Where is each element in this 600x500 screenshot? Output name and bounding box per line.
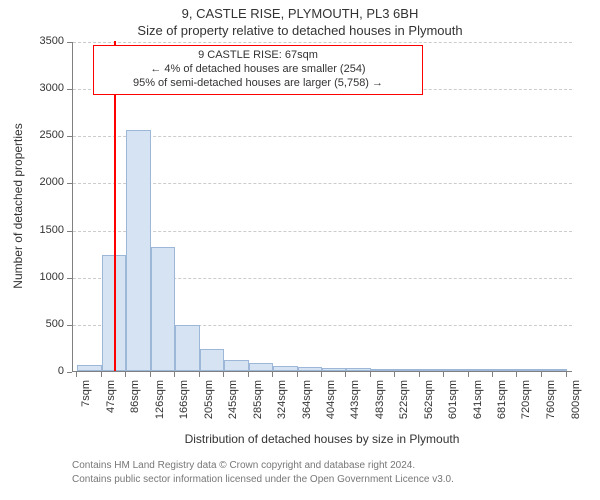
y-tick-mark [67, 89, 72, 90]
y-tick-label: 2000 [24, 176, 64, 188]
histogram-bar [517, 369, 542, 371]
y-tick-label: 3000 [24, 82, 64, 94]
y-tick-label: 0 [24, 365, 64, 377]
x-tick-label: 562sqm [423, 380, 435, 435]
plot-area: 9 CASTLE RISE: 67sqm← 4% of detached hou… [72, 42, 572, 372]
y-tick-mark [67, 278, 72, 279]
x-tick-mark [516, 372, 517, 377]
x-tick-mark [566, 372, 567, 377]
x-tick-mark [370, 372, 371, 377]
x-tick-label: 601sqm [447, 380, 459, 435]
x-tick-label: 285sqm [252, 380, 264, 435]
x-tick-label: 681sqm [496, 380, 508, 435]
x-tick-label: 86sqm [129, 380, 141, 435]
gridline [73, 42, 572, 43]
x-tick-label: 126sqm [154, 380, 166, 435]
x-tick-label: 364sqm [301, 380, 313, 435]
x-tick-mark [443, 372, 444, 377]
x-tick-mark [297, 372, 298, 377]
x-tick-mark [174, 372, 175, 377]
histogram-bar [493, 369, 517, 371]
x-tick-mark [345, 372, 346, 377]
histogram-bar [273, 366, 298, 371]
x-tick-label: 205sqm [203, 380, 215, 435]
y-tick-mark [67, 183, 72, 184]
histogram-bar [371, 369, 395, 371]
x-tick-label: 641sqm [472, 380, 484, 435]
footer-line-1: Contains HM Land Registry data © Crown c… [72, 460, 415, 471]
histogram-bar [469, 369, 494, 371]
info-box-line: 9 CASTLE RISE: 67sqm [100, 49, 416, 63]
x-tick-mark [223, 372, 224, 377]
histogram-bar [77, 365, 102, 371]
histogram-bar [151, 247, 176, 371]
x-tick-mark [248, 372, 249, 377]
x-tick-mark [394, 372, 395, 377]
x-tick-label: 166sqm [178, 380, 190, 435]
histogram-bar [126, 130, 151, 371]
histogram-bar [175, 325, 199, 371]
x-tick-label: 522sqm [398, 380, 410, 435]
y-tick-label: 500 [24, 318, 64, 330]
x-tick-mark [321, 372, 322, 377]
histogram-bar [346, 368, 371, 371]
histogram-bar [542, 369, 567, 371]
x-tick-mark [419, 372, 420, 377]
x-tick-label: 483sqm [374, 380, 386, 435]
chart-title: Size of property relative to detached ho… [0, 23, 600, 38]
y-tick-mark [67, 372, 72, 373]
x-tick-label: 443sqm [349, 380, 361, 435]
x-tick-label: 324sqm [276, 380, 288, 435]
x-tick-label: 404sqm [325, 380, 337, 435]
x-tick-label: 47sqm [105, 380, 117, 435]
y-tick-mark [67, 325, 72, 326]
info-box-line: 95% of semi-detached houses are larger (… [100, 77, 416, 91]
histogram-bar [395, 369, 420, 371]
histogram-bar [298, 367, 323, 371]
footer-line-2: Contains public sector information licen… [72, 474, 454, 485]
x-tick-mark [150, 372, 151, 377]
address-title: 9, CASTLE RISE, PLYMOUTH, PL3 6BH [0, 6, 600, 21]
x-tick-label: 760sqm [545, 380, 557, 435]
x-tick-label: 7sqm [80, 380, 92, 435]
y-tick-label: 1500 [24, 224, 64, 236]
x-tick-mark [492, 372, 493, 377]
info-box-line: ← 4% of detached houses are smaller (254… [100, 63, 416, 77]
histogram-bar [224, 360, 249, 371]
y-tick-mark [67, 231, 72, 232]
x-tick-mark [199, 372, 200, 377]
x-tick-mark [101, 372, 102, 377]
histogram-bar [444, 369, 469, 371]
property-info-box: 9 CASTLE RISE: 67sqm← 4% of detached hou… [93, 45, 423, 94]
y-axis-label: Number of detached properties [11, 41, 25, 371]
y-tick-label: 2500 [24, 129, 64, 141]
histogram-bar [200, 349, 225, 371]
y-tick-label: 1000 [24, 271, 64, 283]
x-tick-label: 720sqm [520, 380, 532, 435]
histogram-bar [420, 369, 444, 371]
x-tick-mark [272, 372, 273, 377]
y-tick-label: 3500 [24, 35, 64, 47]
x-tick-mark [125, 372, 126, 377]
x-tick-mark [541, 372, 542, 377]
y-tick-mark [67, 42, 72, 43]
x-tick-mark [468, 372, 469, 377]
y-tick-mark [67, 136, 72, 137]
chart-container: 9, CASTLE RISE, PLYMOUTH, PL3 6BH Size o… [0, 0, 600, 500]
x-tick-label: 245sqm [227, 380, 239, 435]
histogram-bar [322, 368, 346, 371]
histogram-bar [249, 363, 273, 371]
x-tick-mark [76, 372, 77, 377]
x-tick-label: 800sqm [570, 380, 582, 435]
